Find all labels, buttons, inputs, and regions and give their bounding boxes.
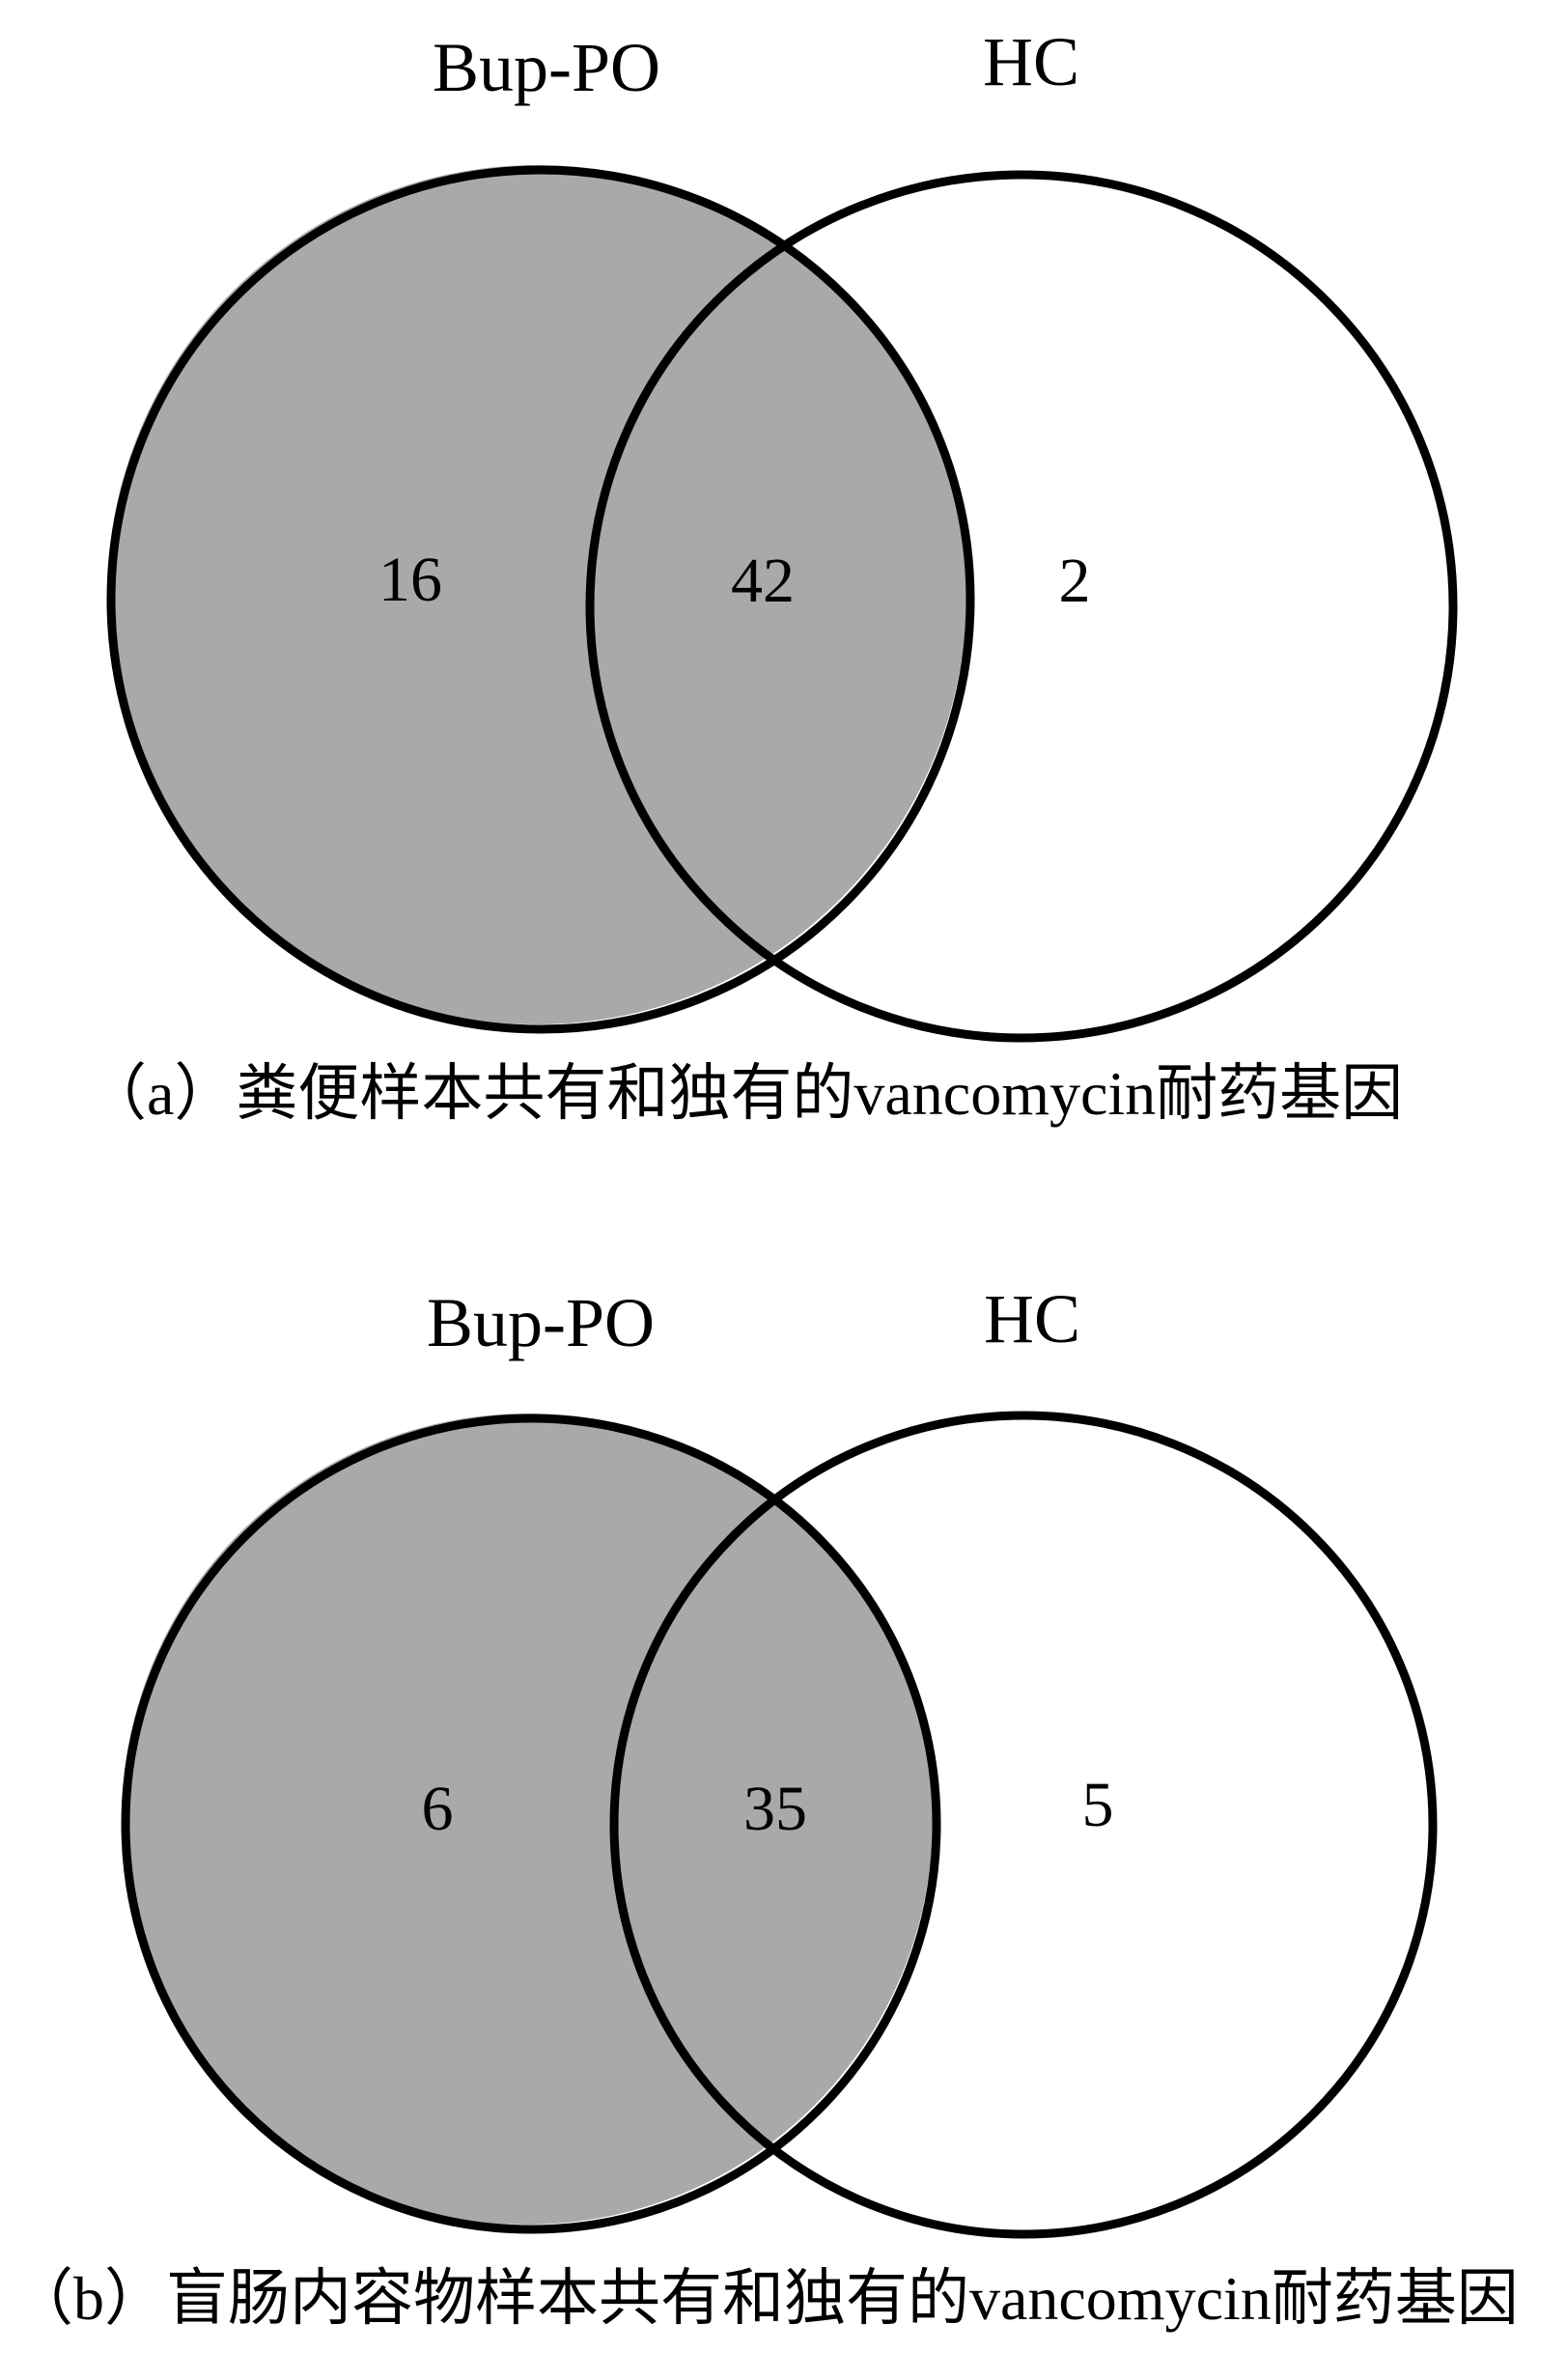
venn-b-caption: （b）盲肠内容物样本共有和独有的vancomycin耐药基因 [12, 2264, 1519, 2333]
venn-a-right-set-label: HC [982, 23, 1080, 100]
venn-b-right-set-label: HC [983, 1280, 1081, 1358]
venn-a-overlap-count: 42 [731, 546, 795, 616]
venn-a-caption: （a）粪便样本共有和独有的vancomycin耐药基因 [85, 1059, 1404, 1128]
venn-b-right-only-count: 5 [1081, 1770, 1114, 1840]
venn-a-left-circle-outline [106, 165, 975, 1034]
venn-b-left-only-count: 6 [421, 1774, 454, 1844]
venn-b-overlap-count: 35 [743, 1774, 807, 1844]
venn-a-left-set-label: Bup-PO [432, 29, 661, 106]
venn-a-left-only-count: 16 [378, 545, 442, 615]
venn-a-left-circle-fill [107, 165, 966, 1024]
venn-a-right-only-count: 2 [1058, 546, 1091, 616]
venn-b-left-circle-outline [121, 1414, 941, 2234]
venn-a-right-circle-outline [585, 170, 1458, 1043]
venn-b-right-circle-outline [609, 1411, 1438, 2239]
venn-b-left-set-label: Bup-PO [426, 1284, 656, 1361]
venn-b-left-circle-fill [122, 1414, 933, 2225]
